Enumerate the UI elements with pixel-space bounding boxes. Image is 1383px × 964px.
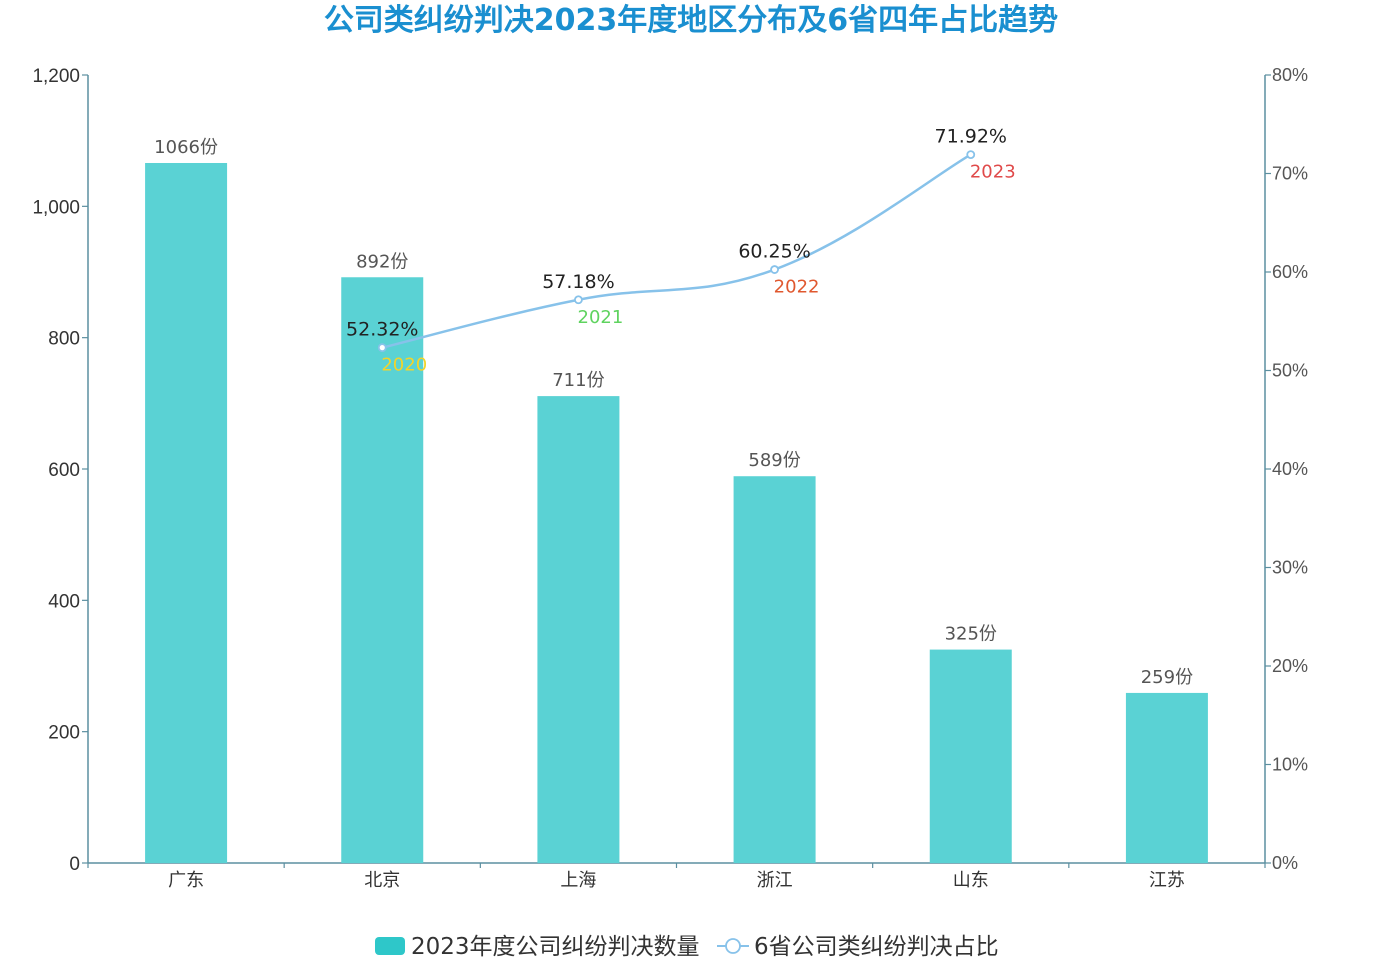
bar-data-label: 711份 (552, 370, 604, 391)
line-data-label: 60.25% (738, 241, 810, 263)
bar-data-label: 325份 (945, 624, 997, 645)
year-label: 2023 (970, 162, 1016, 183)
y-right-tick-label: 80% (1272, 65, 1308, 85)
line-point (377, 343, 387, 353)
x-tick-label: 北京 (364, 870, 400, 891)
bar-data-label: 892份 (356, 251, 408, 272)
year-label: 2020 (381, 355, 427, 376)
line-path (381, 153, 972, 349)
line-point (574, 295, 583, 305)
line-data-label: 52.32% (346, 319, 418, 341)
y-left-tick-label: 600 (48, 460, 80, 481)
y-left-tick-label: 0 (69, 854, 80, 875)
y-right-tick-label: 40% (1272, 459, 1308, 479)
bar-data-label: 589份 (748, 450, 800, 471)
bar (537, 396, 620, 863)
legend-bar-label: 2023年度公司纠纷判决数量 (411, 934, 700, 960)
x-tick-label: 广东 (168, 870, 204, 891)
y-right-tick-label: 10% (1272, 755, 1308, 775)
chart-title: 公司类纠纷判决2023年度地区分布及6省四年占比趋势 (324, 3, 1058, 38)
bar (1125, 692, 1208, 863)
bar-series: 1066份 892份 711份 589份 325份 259份 (145, 137, 1208, 864)
y-right-tick-label: 70% (1272, 164, 1308, 184)
y-right-tick-label: 20% (1272, 656, 1308, 676)
bar (733, 476, 816, 863)
line-point (966, 150, 976, 159)
bar (145, 162, 228, 863)
x-tick-label: 山东 (953, 870, 989, 891)
legend-line-marker (725, 938, 741, 954)
bar-data-label: 1066份 (154, 137, 218, 158)
bar (341, 277, 424, 864)
year-label: 2021 (578, 307, 624, 328)
y-right-tick-label: 50% (1272, 361, 1308, 381)
x-tick-label: 江苏 (1149, 870, 1185, 891)
line-data-label: 71.92% (935, 126, 1007, 148)
line-series: 52.32% 2020 57.18% 2021 60.25% 2022 71.92% 2023 (346, 126, 1016, 376)
y-left-tick-label: 1,200 (32, 66, 80, 87)
bar (929, 649, 1012, 863)
legend-line-label: 6省公司类纠纷判决占比 (754, 934, 999, 960)
line-data-label: 57.18% (542, 271, 614, 293)
x-tick-label: 浙江 (757, 870, 793, 891)
y-right-tick-label: 30% (1272, 558, 1308, 578)
y-left-tick-label: 400 (48, 591, 80, 612)
y-left-tick-label: 1,000 (32, 197, 80, 218)
y-right-tick-label: 0% (1272, 853, 1298, 873)
axes: 0 200 400 600 800 1,000 1,200 0% 10% 20% 30% 40% 50%… (32, 65, 1308, 891)
year-label: 2022 (774, 277, 820, 298)
y-left-tick-label: 200 (48, 723, 80, 744)
line-point (770, 265, 779, 274)
bar-data-label: 259份 (1141, 667, 1193, 688)
y-left-tick-label: 800 (48, 329, 80, 350)
legend-bar-swatch (375, 937, 405, 955)
x-tick-label: 上海 (560, 870, 596, 891)
legend: 2023年度公司纠纷判决数量 6省公司类纠纷判决占比 (375, 934, 999, 960)
y-right-tick-label: 60% (1272, 262, 1308, 282)
